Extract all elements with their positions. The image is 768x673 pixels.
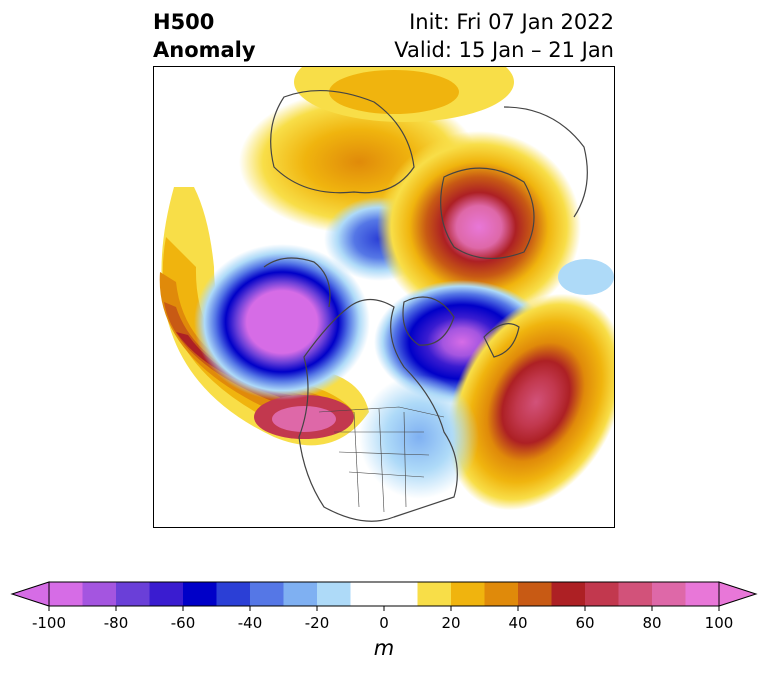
negative-anomaly-europe: [558, 259, 614, 295]
colorbar-segment: [685, 582, 720, 606]
colorbar-segment: [82, 582, 117, 606]
colorbar-tick-label: -100: [31, 614, 67, 632]
negative-anomaly-alaska: [194, 244, 370, 400]
colorbar: [10, 581, 758, 611]
colorbar-tick-label: -40: [237, 614, 263, 632]
colorbar-segment: [518, 582, 552, 606]
positive-anomaly-atlantic: [447, 293, 614, 511]
valid-date-label: Valid: 15 Jan – 21 Jan: [394, 38, 614, 62]
title-line-2: Anomaly: [153, 38, 256, 62]
colorbar-tick-label: 0: [379, 614, 389, 632]
colorbar-segment: [49, 582, 83, 606]
colorbar-segment: [250, 582, 284, 606]
anomaly-map-svg: [159, 67, 614, 522]
colorbar-segment: [183, 582, 217, 606]
coastlines: [263, 90, 588, 522]
colorbar-tick-label: -20: [304, 614, 330, 632]
init-date-label: Init: Fri 07 Jan 2022: [409, 10, 614, 34]
plot-title: H500 Anomaly: [153, 8, 256, 64]
colorbar-tick-label: 80: [642, 614, 662, 632]
colorbar-tick-label: -60: [170, 614, 196, 632]
colorbar-segment: [216, 582, 251, 606]
colorbar-segment: [551, 582, 586, 606]
colorbar-tick-label: 20: [441, 614, 461, 632]
colorbar-tick-label: -80: [103, 614, 129, 632]
negative-anomaly-eastern-us: [359, 375, 479, 499]
title-line-1: H500: [153, 10, 215, 34]
state-borders: [318, 406, 445, 513]
colorbar-segment: [149, 582, 184, 606]
colorbar-extend-max: [718, 581, 758, 607]
colorbar-segment: [283, 582, 318, 606]
colorbar-segment: [350, 582, 385, 606]
anomaly-map: [153, 66, 615, 528]
colorbar-segment: [585, 582, 619, 606]
date-info: Init: Fri 07 Jan 2022 Valid: 15 Jan – 21…: [394, 8, 614, 64]
colorbar-tick-label: 60: [575, 614, 595, 632]
positive-anomaly-barents: [377, 131, 581, 323]
colorbar-segment: [384, 582, 418, 606]
colorbar-segment: [484, 582, 519, 606]
colorbar-unit-label: m: [373, 636, 395, 660]
colorbar-segment: [317, 582, 351, 606]
colorbar-segment: [417, 582, 452, 606]
colorbar-segment: [451, 582, 485, 606]
colorbar-tick-label: 100: [704, 614, 734, 632]
colorbar-segment: [652, 582, 686, 606]
colorbar-tick-label: 40: [508, 614, 528, 632]
colorbar-extend-min: [10, 581, 50, 607]
colorbar-segment: [618, 582, 653, 606]
positive-anomaly-ne-asia: [239, 67, 514, 234]
colorbar-segment: [116, 582, 150, 606]
